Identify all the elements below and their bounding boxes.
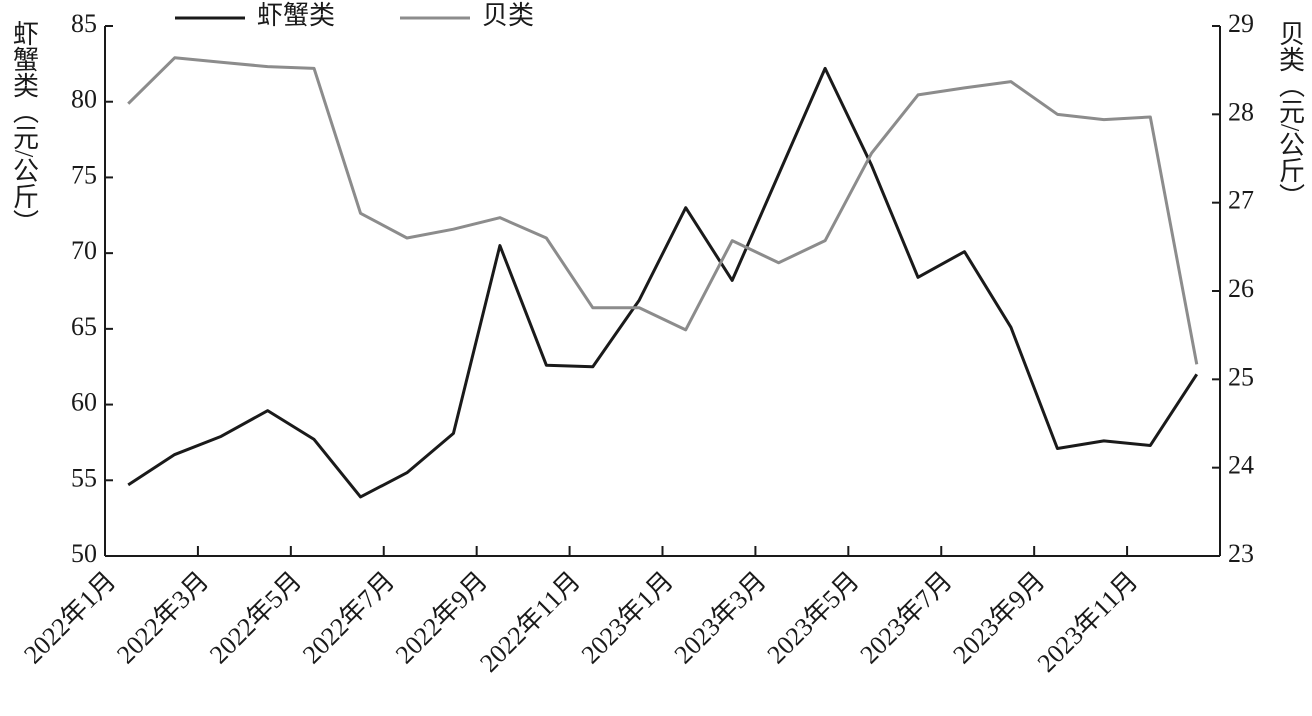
series-line — [127, 66, 1199, 499]
y-tick-label: 50 — [71, 539, 97, 568]
x-tick-label: 2023年3月 — [669, 566, 772, 669]
y-tick-label: 80 — [71, 85, 97, 114]
y-tick-label: 65 — [71, 312, 97, 341]
y-tick-label: 55 — [71, 463, 97, 492]
y-tick-label: 75 — [71, 160, 97, 189]
x-tick-label: 2023年5月 — [762, 566, 865, 669]
y2-tick-label: 28 — [1228, 97, 1254, 126]
x-tick-label: 2022年5月 — [204, 566, 307, 669]
y2-tick-label: 26 — [1228, 274, 1254, 303]
x-tick-label: 2023年11月 — [1032, 566, 1144, 678]
y2-axis-label: 贝类（元/公斤） — [1276, 20, 1305, 209]
x-tick-label: 2022年3月 — [111, 566, 214, 669]
x-tick-label: 2022年11月 — [474, 566, 586, 678]
y2-tick-label: 29 — [1228, 9, 1254, 38]
x-tick-label: 2022年1月 — [18, 566, 121, 669]
series-line — [127, 56, 1199, 365]
y2-tick-label: 24 — [1228, 451, 1254, 480]
y-tick-label: 60 — [71, 388, 97, 417]
legend-label: 贝类 — [482, 1, 534, 30]
y2-tick-label: 27 — [1228, 186, 1254, 215]
y2-tick-label: 25 — [1228, 362, 1254, 391]
y-axis-label: 虾蟹类（元/公斤） — [10, 20, 39, 235]
y2-tick-label: 23 — [1228, 539, 1254, 568]
y-tick-label: 70 — [71, 236, 97, 265]
x-tick-label: 2023年7月 — [854, 566, 957, 669]
legend-label: 虾蟹类 — [257, 1, 335, 30]
x-tick-label: 2023年1月 — [576, 566, 679, 669]
y-tick-label: 85 — [71, 9, 97, 38]
x-tick-label: 2022年7月 — [297, 566, 400, 669]
